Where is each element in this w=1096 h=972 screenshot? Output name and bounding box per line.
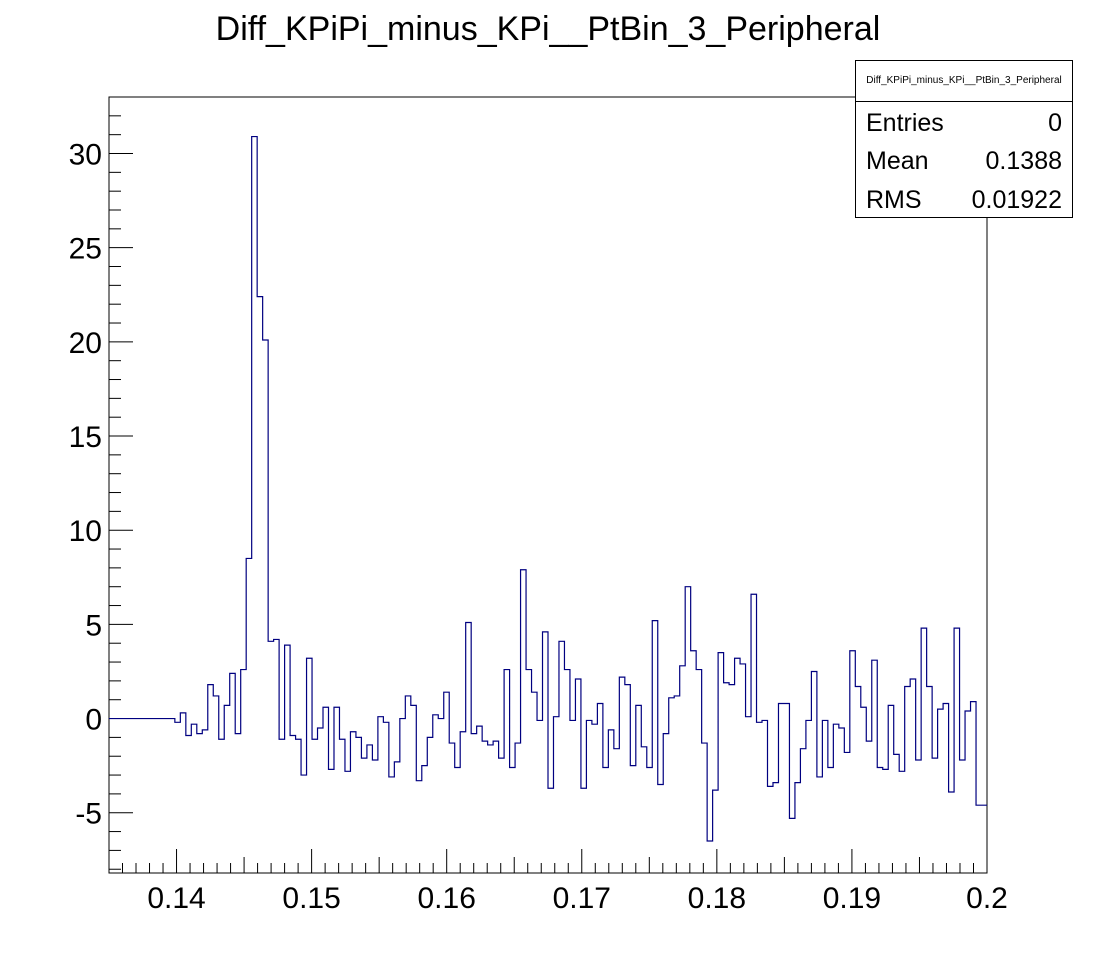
stats-row-mean: Mean 0.1388 [866, 142, 1062, 180]
y-tick-label: 10 [69, 515, 102, 548]
stats-value-rms: 0.01922 [971, 186, 1062, 214]
x-tick-label: 0.17 [553, 882, 611, 915]
x-tick-label: 0.2 [966, 882, 1008, 915]
y-tick-label: 5 [85, 609, 102, 642]
stats-box: Diff_KPiPi_minus_KPi__PtBin_3_Peripheral… [855, 60, 1073, 218]
x-tick-label: 0.19 [823, 882, 881, 915]
x-tick-label: 0.15 [282, 882, 340, 915]
y-tick-label: 25 [69, 233, 102, 266]
y-tick-label: 0 [85, 704, 102, 737]
y-tick-label: 20 [69, 327, 102, 360]
stats-label-entries: Entries [866, 109, 944, 137]
x-tick-label: 0.16 [417, 882, 475, 915]
y-axis: -5 0 5 10 15 20 25 30 [69, 115, 133, 870]
stats-row-rms: RMS 0.01922 [866, 181, 1062, 219]
y-tick-label: 15 [69, 421, 102, 454]
stats-value-entries: 0 [1048, 109, 1062, 137]
chart-title: Diff_KPiPi_minus_KPi__PtBin_3_Peripheral [215, 10, 881, 48]
stats-value-mean: 0.1388 [985, 147, 1062, 175]
histogram-line [109, 135, 987, 842]
plot-frame [108, 96, 988, 874]
stats-label-mean: Mean [866, 147, 929, 175]
x-tick-label: 0.18 [688, 882, 746, 915]
stats-box-title: Diff_KPiPi_minus_KPi__PtBin_3_Peripheral [856, 61, 1072, 102]
y-tick-label: -5 [75, 798, 102, 831]
stats-row-entries: Entries 0 [866, 104, 1062, 142]
stats-label-rms: RMS [866, 186, 922, 214]
x-tick-label: 0.14 [147, 882, 205, 915]
x-axis: 0.14 0.15 0.16 0.17 0.18 0.19 0.2 [108, 849, 1008, 915]
y-tick-label: 30 [69, 139, 102, 172]
